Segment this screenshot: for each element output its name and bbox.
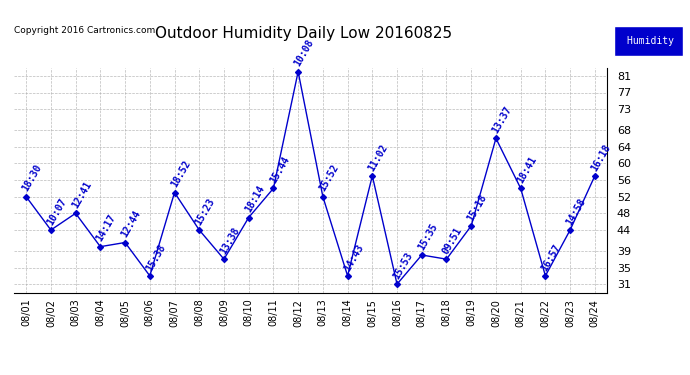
Text: 15:38: 15:38 (144, 242, 168, 273)
Text: 15:52: 15:52 (317, 163, 341, 194)
Text: 09:51: 09:51 (441, 225, 464, 256)
Text: 15:23: 15:23 (193, 196, 217, 226)
Text: 15:35: 15:35 (416, 221, 440, 252)
Text: 10:07: 10:07 (45, 196, 68, 226)
Text: 14:58: 14:58 (564, 196, 588, 226)
Text: 12:41: 12:41 (70, 180, 93, 210)
Text: 16:18: 16:18 (589, 142, 613, 172)
Text: 18:52: 18:52 (169, 159, 193, 189)
Text: 11:02: 11:02 (366, 142, 390, 172)
Text: 12:44: 12:44 (119, 209, 143, 239)
Text: 15:53: 15:53 (391, 251, 415, 281)
Text: Outdoor Humidity Daily Low 20160825: Outdoor Humidity Daily Low 20160825 (155, 26, 452, 41)
Text: 18:41: 18:41 (515, 154, 538, 185)
Text: 18:14: 18:14 (243, 184, 266, 214)
Text: 16:57: 16:57 (540, 242, 563, 273)
Text: 14:17: 14:17 (95, 213, 118, 243)
Text: 15:18: 15:18 (466, 192, 489, 222)
Text: 14:43: 14:43 (342, 242, 365, 273)
Text: Copyright 2016 Cartronics.com: Copyright 2016 Cartronics.com (14, 26, 155, 35)
Text: 13:38: 13:38 (218, 225, 241, 256)
Text: Humidity  (%): Humidity (%) (627, 36, 690, 46)
Text: 13:37: 13:37 (490, 105, 513, 135)
Text: ◆: ◆ (618, 38, 623, 44)
Text: 18:30: 18:30 (21, 163, 44, 194)
Text: 10:08: 10:08 (293, 38, 316, 68)
Text: 15:44: 15:44 (268, 154, 291, 185)
